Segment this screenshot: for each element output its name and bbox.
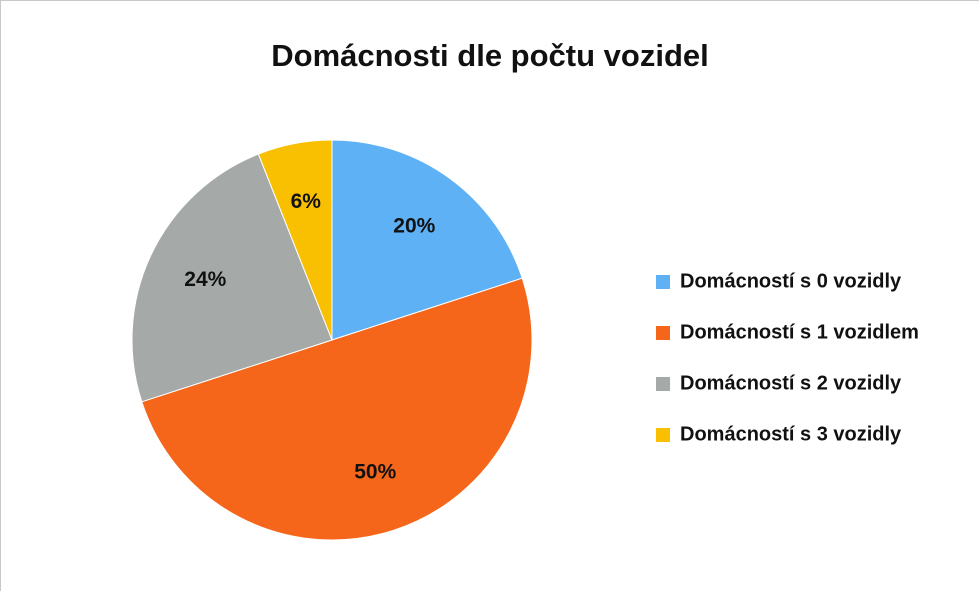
legend-label: Domácností s 3 vozidly [680, 423, 902, 445]
legend-swatch [656, 275, 670, 289]
data-label: 20% [393, 214, 435, 237]
data-label: 6% [291, 190, 322, 213]
data-label: 50% [354, 461, 396, 484]
legend-swatch [656, 377, 670, 391]
legend-label: Domácností s 0 vozidly [680, 270, 902, 292]
pie-slice [141, 277, 533, 541]
legend-label: Domácností s 1 vozidlem [680, 321, 919, 343]
legend-swatch [656, 326, 670, 340]
pie-slice [131, 153, 333, 403]
pie-slice [331, 139, 523, 341]
data-label: 24% [184, 268, 226, 291]
pie-slice [257, 139, 333, 341]
legend-label: Domácností s 2 vozidly [680, 372, 902, 394]
chart-title: Domácnosti dle počtu vozidel [271, 38, 709, 73]
legend-swatch [656, 428, 670, 442]
